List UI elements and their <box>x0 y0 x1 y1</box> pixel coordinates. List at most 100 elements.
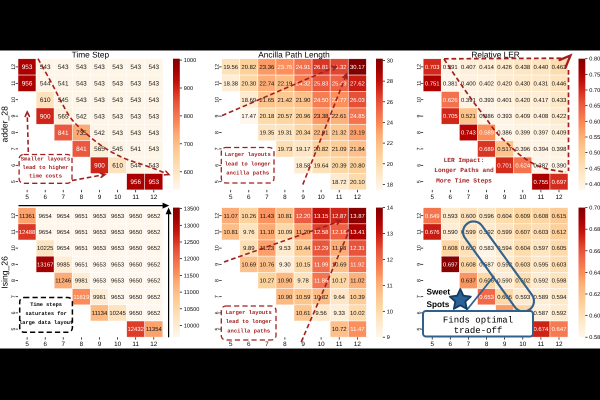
svg-text:11: 11 <box>416 80 422 85</box>
svg-text:Finds optimal: Finds optimal <box>443 316 513 326</box>
svg-text:11.02: 11.02 <box>350 278 364 285</box>
svg-text:0.605: 0.605 <box>552 245 567 252</box>
svg-text:Time Step: Time Step <box>72 50 110 60</box>
svg-text:Smaller layouts: Smaller layouts <box>21 156 71 163</box>
svg-text:6: 6 <box>215 311 221 314</box>
svg-text:543: 543 <box>94 64 105 71</box>
svg-text:544: 544 <box>40 81 51 88</box>
svg-text:610: 610 <box>112 163 123 170</box>
svg-text:21.65: 21.65 <box>260 97 275 104</box>
svg-text:Larger layouts: Larger layouts <box>225 151 271 158</box>
svg-text:11.43: 11.43 <box>260 213 275 220</box>
svg-text:0.609: 0.609 <box>515 213 530 220</box>
svg-text:0.402: 0.402 <box>479 80 494 87</box>
svg-text:0.603: 0.603 <box>534 229 549 236</box>
svg-text:0.62: 0.62 <box>589 292 600 298</box>
svg-text:12: 12 <box>215 213 221 219</box>
svg-text:10.27: 10.27 <box>260 278 275 285</box>
svg-text:8: 8 <box>485 341 489 348</box>
svg-text:7: 7 <box>11 147 17 150</box>
svg-text:21.84: 21.84 <box>350 146 365 153</box>
svg-text:0.517: 0.517 <box>497 146 512 153</box>
svg-text:7: 7 <box>61 341 65 348</box>
svg-text:543: 543 <box>148 163 159 170</box>
svg-text:0.589: 0.589 <box>479 130 494 137</box>
svg-text:LER Impact:: LER Impact: <box>444 157 485 164</box>
svg-text:Longer Paths and: Longer Paths and <box>434 167 494 174</box>
svg-text:18.58: 18.58 <box>296 162 311 169</box>
svg-text:11.86: 11.86 <box>314 278 329 285</box>
svg-text:0.705: 0.705 <box>443 113 458 120</box>
svg-text:9652: 9652 <box>147 213 160 220</box>
svg-text:0.521: 0.521 <box>461 113 476 120</box>
svg-text:7: 7 <box>215 295 221 298</box>
svg-text:0.426: 0.426 <box>497 64 512 71</box>
svg-text:543: 543 <box>148 81 159 88</box>
svg-text:13500: 13500 <box>184 207 200 213</box>
svg-text:0.587: 0.587 <box>534 310 549 317</box>
svg-text:0.596: 0.596 <box>479 213 494 220</box>
svg-text:5: 5 <box>11 180 17 183</box>
svg-text:11: 11 <box>11 80 17 85</box>
svg-text:0.40: 0.40 <box>589 182 600 188</box>
svg-text:0.598: 0.598 <box>552 278 567 285</box>
svg-text:19.73: 19.73 <box>278 146 293 153</box>
svg-text:13167: 13167 <box>37 261 53 268</box>
svg-text:Ancilla Path Length: Ancilla Path Length <box>258 50 330 60</box>
svg-text:11.99: 11.99 <box>314 261 328 268</box>
svg-text:841: 841 <box>76 146 87 153</box>
svg-text:0.604: 0.604 <box>515 245 530 252</box>
svg-text:0.45: 0.45 <box>589 166 600 172</box>
svg-text:953: 953 <box>22 64 33 71</box>
svg-text:lead to longer: lead to longer <box>226 318 272 325</box>
svg-text:0.608: 0.608 <box>443 245 458 252</box>
svg-text:23.38: 23.38 <box>314 113 329 120</box>
svg-text:11354: 11354 <box>146 326 163 333</box>
svg-text:24.50: 24.50 <box>314 97 329 104</box>
svg-text:0.50: 0.50 <box>589 151 600 157</box>
svg-text:11.07: 11.07 <box>224 213 238 220</box>
svg-text:0.701: 0.701 <box>497 162 512 169</box>
svg-text:18.69: 18.69 <box>241 97 256 104</box>
svg-text:6: 6 <box>43 194 47 201</box>
svg-text:0.590: 0.590 <box>443 229 458 236</box>
svg-text:9: 9 <box>387 335 390 341</box>
svg-text:9654: 9654 <box>57 213 71 220</box>
svg-text:544: 544 <box>130 163 141 170</box>
svg-text:0.751: 0.751 <box>425 80 440 87</box>
svg-text:8: 8 <box>485 194 489 201</box>
svg-text:11500: 11500 <box>184 273 199 279</box>
svg-text:26: 26 <box>387 100 393 106</box>
svg-text:700: 700 <box>184 142 193 148</box>
svg-text:12: 12 <box>387 258 393 264</box>
svg-text:0.592: 0.592 <box>552 310 567 317</box>
svg-text:9650: 9650 <box>129 278 143 285</box>
svg-text:0.60: 0.60 <box>589 119 600 125</box>
svg-text:953: 953 <box>148 179 159 186</box>
svg-text:9.76: 9.76 <box>243 229 255 236</box>
svg-text:0.649: 0.649 <box>425 213 440 220</box>
svg-text:543: 543 <box>130 64 141 71</box>
svg-text:5: 5 <box>215 180 221 183</box>
svg-text:11361: 11361 <box>19 213 35 220</box>
svg-text:5: 5 <box>25 341 29 348</box>
svg-text:9: 9 <box>503 341 507 348</box>
svg-text:0.407: 0.407 <box>461 64 476 71</box>
svg-text:543: 543 <box>130 81 141 88</box>
svg-text:0.420: 0.420 <box>497 80 512 87</box>
svg-text:12.31: 12.31 <box>350 245 365 252</box>
svg-text:18.72: 18.72 <box>332 179 347 186</box>
svg-text:0.703: 0.703 <box>425 64 440 71</box>
svg-text:6: 6 <box>449 194 453 201</box>
svg-text:8: 8 <box>215 279 221 282</box>
svg-text:9: 9 <box>11 263 17 266</box>
svg-text:0.589: 0.589 <box>534 294 549 301</box>
svg-text:7: 7 <box>11 295 17 298</box>
svg-text:13: 13 <box>387 232 393 238</box>
svg-text:19.31: 19.31 <box>278 130 293 137</box>
svg-text:7: 7 <box>467 341 471 348</box>
svg-text:9.78: 9.78 <box>297 278 309 285</box>
svg-text:6: 6 <box>43 341 47 348</box>
svg-text:0.386: 0.386 <box>479 113 494 120</box>
svg-text:9653: 9653 <box>111 245 125 252</box>
